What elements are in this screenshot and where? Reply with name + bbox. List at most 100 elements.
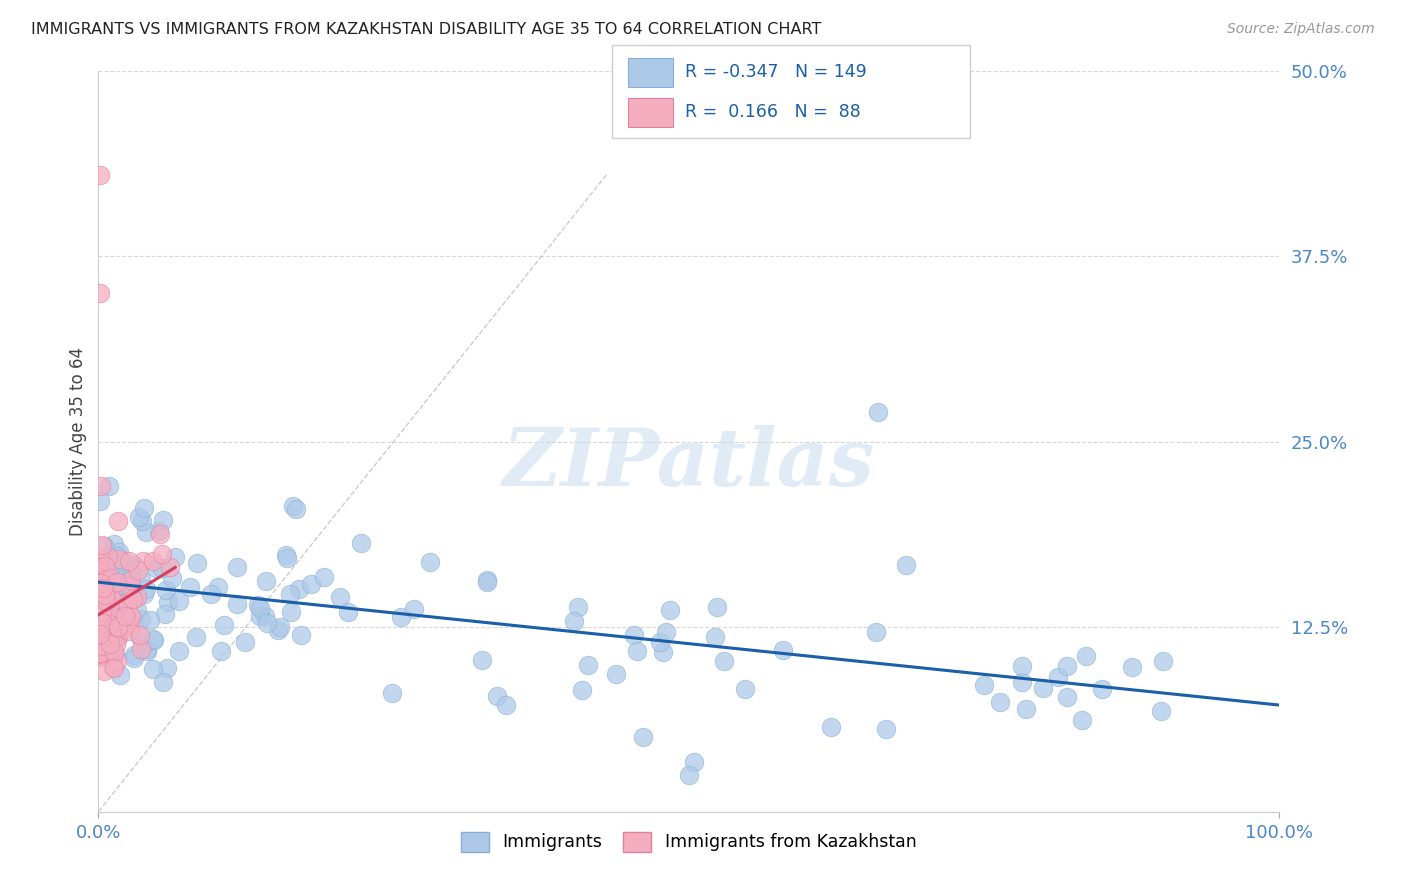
Point (1011, 674, 1033, 689)
Point (111, 576, 134, 591)
Point (89, 591, 111, 606)
Point (91, 581, 114, 595)
Point (100, 591, 122, 605)
Point (107, 619, 129, 633)
Point (107, 596, 129, 610)
Point (1091, 682, 1114, 697)
Point (93, 539, 115, 553)
Point (655, 625, 678, 640)
Point (103, 661, 125, 675)
Point (132, 553, 155, 567)
Point (98, 617, 121, 632)
Point (186, 556, 208, 570)
Point (1121, 660, 1143, 674)
Point (212, 618, 235, 632)
Point (100, 592, 122, 607)
Point (89, 552, 111, 566)
Point (103, 645, 125, 659)
Point (131, 574, 153, 588)
Point (122, 592, 145, 607)
Point (120, 620, 142, 634)
Point (1074, 648, 1097, 663)
Point (288, 582, 311, 596)
Point (820, 720, 842, 734)
Point (179, 580, 201, 594)
Point (127, 563, 149, 577)
Point (278, 587, 301, 601)
Point (89, 601, 111, 615)
Point (159, 560, 181, 574)
Point (246, 598, 269, 612)
Point (103, 629, 125, 643)
Text: R =  0.166   N =  88: R = 0.166 N = 88 (685, 103, 860, 121)
Point (381, 686, 404, 700)
Point (226, 597, 249, 611)
Point (90, 572, 112, 586)
Point (97, 559, 120, 574)
Point (91, 538, 114, 552)
Point (89, 623, 111, 637)
Point (143, 633, 166, 648)
Point (1046, 670, 1069, 684)
Point (104, 648, 127, 663)
Point (110, 612, 132, 626)
Point (135, 644, 157, 658)
Point (104, 638, 127, 652)
Point (120, 615, 142, 629)
Point (336, 605, 359, 619)
Point (169, 644, 191, 658)
Y-axis label: Disability Age 35 to 64: Disability Age 35 to 64 (69, 347, 87, 536)
Point (105, 631, 128, 645)
Point (91, 632, 114, 647)
Point (419, 555, 441, 569)
Point (93, 568, 115, 582)
Point (276, 550, 298, 565)
Point (112, 610, 135, 624)
Point (90, 575, 112, 590)
Text: IMMIGRANTS VS IMMIGRANTS FROM KAZAKHSTAN DISABILITY AGE 35 TO 64 CORRELATION CHA: IMMIGRANTS VS IMMIGRANTS FROM KAZAKHSTAN… (31, 22, 821, 37)
Point (107, 514, 129, 528)
Point (89, 596, 111, 610)
Point (89, 601, 111, 615)
Point (91, 599, 114, 614)
Point (142, 554, 165, 568)
Point (314, 570, 336, 584)
Point (290, 627, 312, 641)
Point (101, 660, 124, 674)
Point (93, 664, 115, 678)
Point (94, 645, 117, 659)
Point (90, 624, 112, 639)
Point (280, 605, 302, 619)
Point (233, 635, 256, 649)
Point (128, 630, 150, 644)
Point (562, 614, 585, 628)
Point (108, 668, 131, 682)
Point (93, 596, 115, 610)
Point (209, 643, 232, 657)
Point (91, 604, 114, 618)
Point (156, 661, 179, 675)
Point (155, 607, 177, 621)
Point (160, 571, 183, 585)
Point (89, 591, 111, 605)
Point (107, 572, 129, 586)
Point (475, 575, 498, 590)
Point (152, 674, 174, 689)
Point (875, 722, 897, 736)
Point (1032, 681, 1054, 695)
Point (117, 618, 139, 632)
Point (117, 579, 139, 593)
Point (152, 513, 174, 527)
Point (626, 644, 648, 658)
Point (114, 609, 136, 624)
Point (127, 603, 149, 617)
Point (281, 500, 304, 514)
Point (94, 634, 117, 648)
Point (101, 627, 124, 641)
Point (471, 653, 494, 667)
Point (567, 600, 589, 615)
Point (1071, 713, 1094, 727)
Point (94, 609, 117, 624)
Point (704, 630, 727, 644)
Point (120, 588, 142, 602)
